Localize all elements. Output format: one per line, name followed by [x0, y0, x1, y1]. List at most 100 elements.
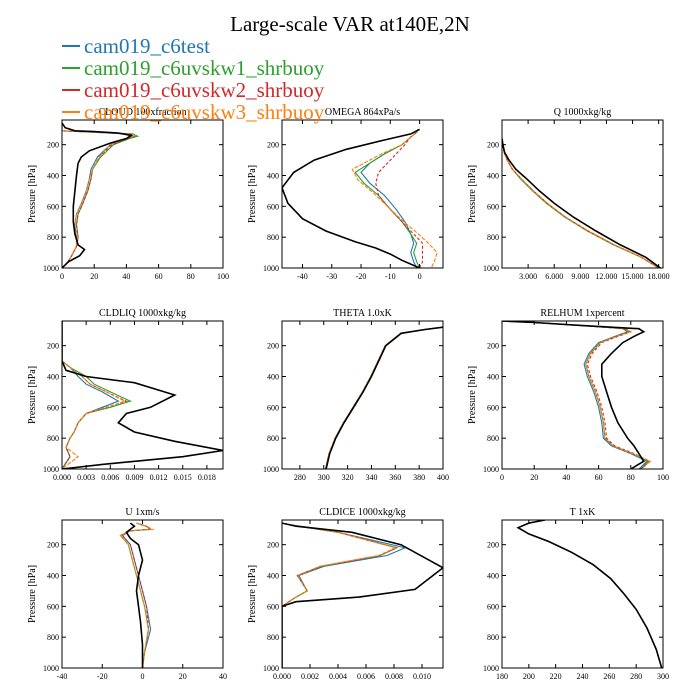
chart-panel: 200 400 600 800 1000 -40 -30 -20 -10 0 OMEGA 864xP… [247, 107, 444, 281]
chart-panel: 200 400 600 800 1000 280 300 320 340 360 380 400 THE… [263, 308, 449, 482]
x-tick-label: 80 [627, 473, 635, 482]
x-tick-label: 0.004 [329, 672, 347, 681]
chart-panel: 200 400 600 800 1000 3.000 6.000 9.000 12.000 15.… [467, 107, 670, 281]
x-tick-label: 0.006 [101, 473, 119, 482]
series-line [502, 321, 646, 469]
y-tick-label: 600 [47, 602, 59, 611]
x-tick-label: 0.000 [53, 473, 71, 482]
x-tick-label: 180 [496, 672, 508, 681]
y-tick-label: 600 [47, 403, 59, 412]
y-tick-label: 200 [47, 342, 59, 351]
plot-frame [281, 519, 444, 669]
x-tick-label: 0 [60, 272, 64, 281]
series-line [502, 138, 661, 268]
plot-frame [61, 320, 224, 470]
legend-swatch [62, 111, 80, 114]
x-tick-label: 40 [219, 672, 227, 681]
x-tick-label: 0.002 [301, 672, 319, 681]
y-tick-label: 200 [267, 541, 279, 550]
series-line [516, 520, 663, 668]
series-line [505, 321, 650, 469]
y-axis-label: Pressure [hPa] [247, 165, 258, 223]
x-tick-label: 200 [523, 672, 535, 681]
x-tick-label: 3.000 [519, 272, 537, 281]
series-line [62, 321, 127, 469]
legend-item: cam019_c6uvskw3_shrbuoy [62, 101, 324, 123]
y-tick-label: 600 [267, 602, 279, 611]
series-line [62, 123, 140, 268]
x-tick-label: 240 [577, 672, 589, 681]
chart-title: RELHUM 1xpercent [540, 308, 624, 319]
x-tick-label: 300 [657, 672, 669, 681]
x-tick-label: 0.003 [77, 473, 95, 482]
x-tick-label: 0.008 [385, 672, 403, 681]
y-tick-label: 200 [47, 141, 59, 150]
x-tick-label: 9.000 [571, 272, 589, 281]
chart-title: T 1xK [570, 507, 596, 518]
y-tick-label: 400 [267, 172, 279, 181]
series-line [125, 522, 144, 668]
plot-frame [501, 519, 664, 669]
chart-title: CLOUD 100xfraction [98, 107, 186, 118]
series-line [119, 522, 155, 668]
plot-frame [281, 320, 444, 470]
chart-panel: 200 400 600 800 1000-40 -20 0 20 40 U 1xm/s Pressu… [27, 507, 227, 681]
x-tick-label: 0.006 [357, 672, 375, 681]
x-tick-label: 320 [342, 473, 354, 482]
y-tick-label: 200 [487, 141, 499, 150]
x-tick-label: -40 [57, 672, 68, 681]
y-tick-label: 1000 [263, 664, 279, 673]
y-tick-label: 400 [267, 373, 279, 382]
x-tick-label: 0.000 [273, 672, 291, 681]
chart-title: Q 1000xkg/kg [554, 107, 612, 118]
y-tick-label: 200 [267, 141, 279, 150]
legend-item: cam019_c6test [62, 35, 324, 57]
legend: cam019_c6test cam019_c6uvskw1_shrbuoy ca… [62, 35, 324, 123]
plot-frame [501, 320, 664, 470]
series-line [62, 321, 132, 469]
x-tick-label: 20 [530, 473, 538, 482]
chart-title: CLDICE 1000xkg/kg [319, 507, 405, 518]
series-line [62, 123, 135, 268]
x-tick-label: 360 [389, 473, 401, 482]
y-tick-label: 800 [267, 633, 279, 642]
plot-frame [281, 119, 444, 269]
x-tick-label: -10 [385, 272, 396, 281]
chart-title: OMEGA 864xPa/s [325, 107, 400, 118]
y-axis-label: Pressure [hPa] [27, 366, 38, 424]
y-tick-label: 800 [487, 633, 499, 642]
y-axis-label: Pressure [hPa] [27, 565, 38, 623]
y-axis-label: Pressure [hPa] [467, 366, 478, 424]
series-line [375, 129, 424, 268]
chart-title: THETA 1.0xK [333, 308, 392, 319]
legend-label: cam019_c6uvskw2_shrbuoy [84, 78, 325, 102]
series-line [502, 138, 659, 268]
series-line [502, 138, 659, 268]
legend-label: cam019_c6uvskw1_shrbuoy [84, 56, 325, 80]
x-tick-label: 0 [141, 672, 145, 681]
y-tick-label: 1000 [43, 264, 59, 273]
y-tick-label: 400 [47, 172, 59, 181]
y-tick-label: 200 [267, 342, 279, 351]
x-tick-label: 15.000 [622, 272, 644, 281]
y-axis-label: Pressure [hPa] [467, 165, 478, 223]
plot-frame [61, 119, 224, 269]
x-tick-label: 6.000 [545, 272, 563, 281]
x-tick-label: 400 [437, 473, 449, 482]
y-tick-label: 200 [487, 541, 499, 550]
y-tick-label: 200 [47, 541, 59, 550]
legend-item: cam019_c6uvskw1_shrbuoy [62, 57, 324, 79]
x-tick-label: 60 [155, 272, 163, 281]
y-tick-label: 600 [487, 202, 499, 211]
y-tick-label: 600 [267, 202, 279, 211]
plot-frame [501, 119, 664, 269]
x-tick-label: 0.018 [198, 473, 216, 482]
legend-label: cam019_c6test [84, 34, 210, 58]
series-line [325, 326, 443, 469]
legend-label: cam019_c6uvskw3_shrbuoy [84, 100, 325, 124]
y-tick-label: 400 [487, 572, 499, 581]
legend-swatch [62, 67, 80, 70]
